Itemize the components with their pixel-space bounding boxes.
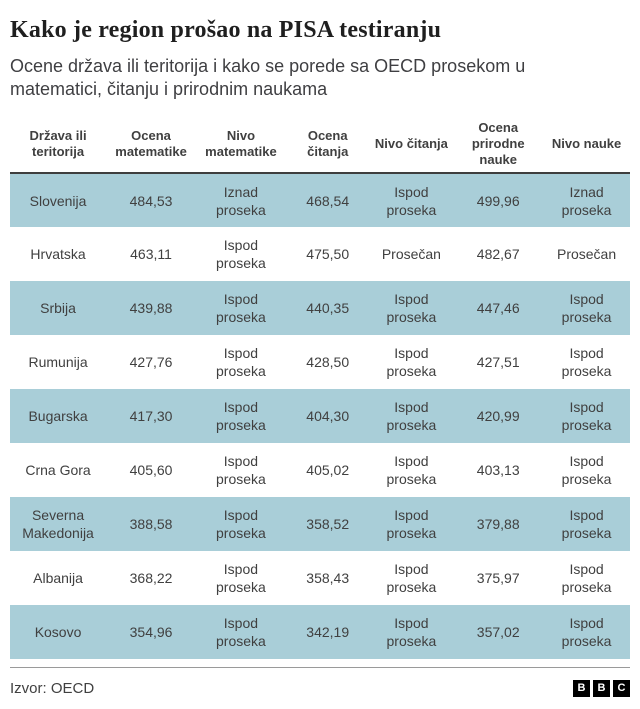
cell-math-score: 405,60 [129, 462, 173, 479]
cell-reading-score: 475,50 [306, 246, 350, 263]
cell-science-level: Iznad proseka [543, 173, 630, 228]
cell-science-level: Ispod proseka [543, 605, 630, 660]
table-header: Država ili teritorija Ocena matematike N… [10, 115, 630, 175]
cell-math-score: 354,96 [106, 605, 196, 660]
cell-science-score: 427,51 [476, 354, 520, 371]
cell-reading-score: 405,02 [306, 462, 350, 479]
table-header-row: Država ili teritorija Ocena matematike N… [10, 115, 630, 175]
cell-science-score: 420,99 [453, 389, 544, 444]
cell-reading-score: 342,19 [285, 605, 370, 660]
bbc-logo: B B C [573, 680, 630, 698]
table-row: Kosovo 354,96 Ispod proseka 342,19 Ispod… [10, 605, 630, 660]
cell-reading-score: 440,35 [285, 281, 370, 336]
table-body: Slovenija 484,53 Iznad proseka 468,54 Is… [10, 173, 630, 660]
cell-country: Hrvatska [30, 246, 86, 263]
source-note: Izvor: OECD [10, 680, 95, 698]
col-header-reading-level: Nivo čitanja [369, 115, 454, 175]
cell-science-level: Ispod proseka [543, 389, 630, 444]
cell-reading-score: 404,30 [285, 389, 370, 444]
cell-reading-score: 358,52 [285, 497, 370, 552]
cell-math-level: Ispod proseka [216, 561, 266, 596]
cell-country: Rumunija [28, 354, 88, 371]
cell-math-level: Ispod proseka [216, 345, 266, 380]
cell-reading-level: Ispod proseka [386, 561, 437, 596]
cell-science-level: Ispod proseka [543, 281, 630, 336]
cell-math-score: 417,30 [106, 389, 196, 444]
cell-science-level: Prosečan [556, 246, 617, 263]
cell-math-score: 388,58 [106, 497, 196, 552]
cell-reading-level: Ispod proseka [369, 497, 454, 552]
cell-math-level: Ispod proseka [216, 237, 266, 272]
table-row: Hrvatska 463,11 Ispod proseka 475,50 Pro… [10, 227, 630, 281]
cell-math-score: 484,53 [106, 173, 196, 228]
cell-country: Kosovo [10, 605, 107, 660]
cell-math-level: Ispod proseka [195, 281, 286, 336]
col-header-math-level: Nivo matematike [195, 115, 286, 175]
cell-country: Severna Makedonija [10, 497, 107, 552]
table-row: Severna Makedonija 388,58 Ispod proseka … [10, 497, 630, 552]
table-row: Bugarska 417,30 Ispod proseka 404,30 Isp… [10, 389, 630, 444]
cell-science-score: 482,67 [476, 246, 520, 263]
cell-science-level: Ispod proseka [561, 345, 612, 380]
cell-reading-level: Ispod proseka [386, 453, 437, 488]
table-row: Srbija 439,88 Ispod proseka 440,35 Ispod… [10, 281, 630, 336]
table-row: Slovenija 484,53 Iznad proseka 468,54 Is… [10, 173, 630, 228]
page-title: Kako je region prošao na PISA testiranju [10, 17, 442, 43]
cell-science-score: 403,13 [476, 462, 520, 479]
col-header-science-level: Nivo nauke [543, 115, 630, 175]
cell-reading-score: 468,54 [285, 173, 370, 228]
cell-math-level: Iznad proseka [195, 173, 286, 228]
page-subtitle: Ocene država ili teritorija i kako se po… [10, 55, 526, 100]
cell-math-score: 427,76 [129, 354, 173, 371]
cell-country: Crna Gora [25, 462, 91, 479]
footer: Izvor: OECD B B C [10, 667, 630, 698]
cell-science-score: 499,96 [453, 173, 544, 228]
cell-reading-level: Ispod proseka [369, 389, 454, 444]
cell-math-level: Ispod proseka [195, 605, 286, 660]
cell-reading-level: Ispod proseka [369, 605, 454, 660]
cell-math-score: 463,11 [130, 246, 172, 263]
cell-reading-level: Prosečan [381, 246, 441, 263]
cell-science-level: Ispod proseka [561, 453, 612, 488]
col-header-country: Država ili teritorija [10, 115, 107, 175]
col-header-reading-score: Ocena čitanja [285, 115, 370, 175]
cell-math-level: Ispod proseka [216, 453, 266, 488]
cell-science-score: 357,02 [453, 605, 544, 660]
cell-reading-level: Ispod proseka [369, 281, 454, 336]
cell-reading-score: 358,43 [306, 570, 350, 587]
cell-country: Srbija [10, 281, 107, 336]
bbc-logo-block-c: C [613, 680, 630, 698]
table-row: Rumunija 427,76 Ispod proseka 428,50 Isp… [10, 335, 630, 389]
bbc-logo-block-b2: B [593, 680, 610, 698]
pisa-results-table: Država ili teritorija Ocena matematike N… [10, 115, 630, 660]
cell-science-score: 375,97 [476, 570, 520, 587]
cell-math-score: 368,22 [129, 570, 173, 587]
col-header-math-score: Ocena matematike [106, 115, 196, 175]
col-header-science-score: Ocena prirodne nauke [453, 115, 544, 175]
table-row: Crna Gora 405,60 Ispod proseka 405,02 Is… [10, 443, 630, 497]
cell-science-score: 379,88 [453, 497, 544, 552]
cell-math-score: 439,88 [106, 281, 196, 336]
cell-country: Slovenija [10, 173, 107, 228]
cell-reading-level: Ispod proseka [386, 345, 437, 380]
cell-math-level: Ispod proseka [195, 497, 286, 552]
cell-science-level: Ispod proseka [561, 561, 612, 596]
table-row: Albanija 368,22 Ispod proseka 358,43 Isp… [10, 551, 630, 605]
bbc-logo-block-b1: B [573, 680, 590, 698]
cell-math-level: Ispod proseka [195, 389, 286, 444]
cell-reading-score: 428,50 [306, 354, 350, 371]
cell-country: Bugarska [10, 389, 107, 444]
cell-science-level: Ispod proseka [543, 497, 630, 552]
cell-science-score: 447,46 [453, 281, 544, 336]
cell-country: Albanija [33, 570, 83, 587]
cell-reading-level: Ispod proseka [369, 173, 454, 228]
